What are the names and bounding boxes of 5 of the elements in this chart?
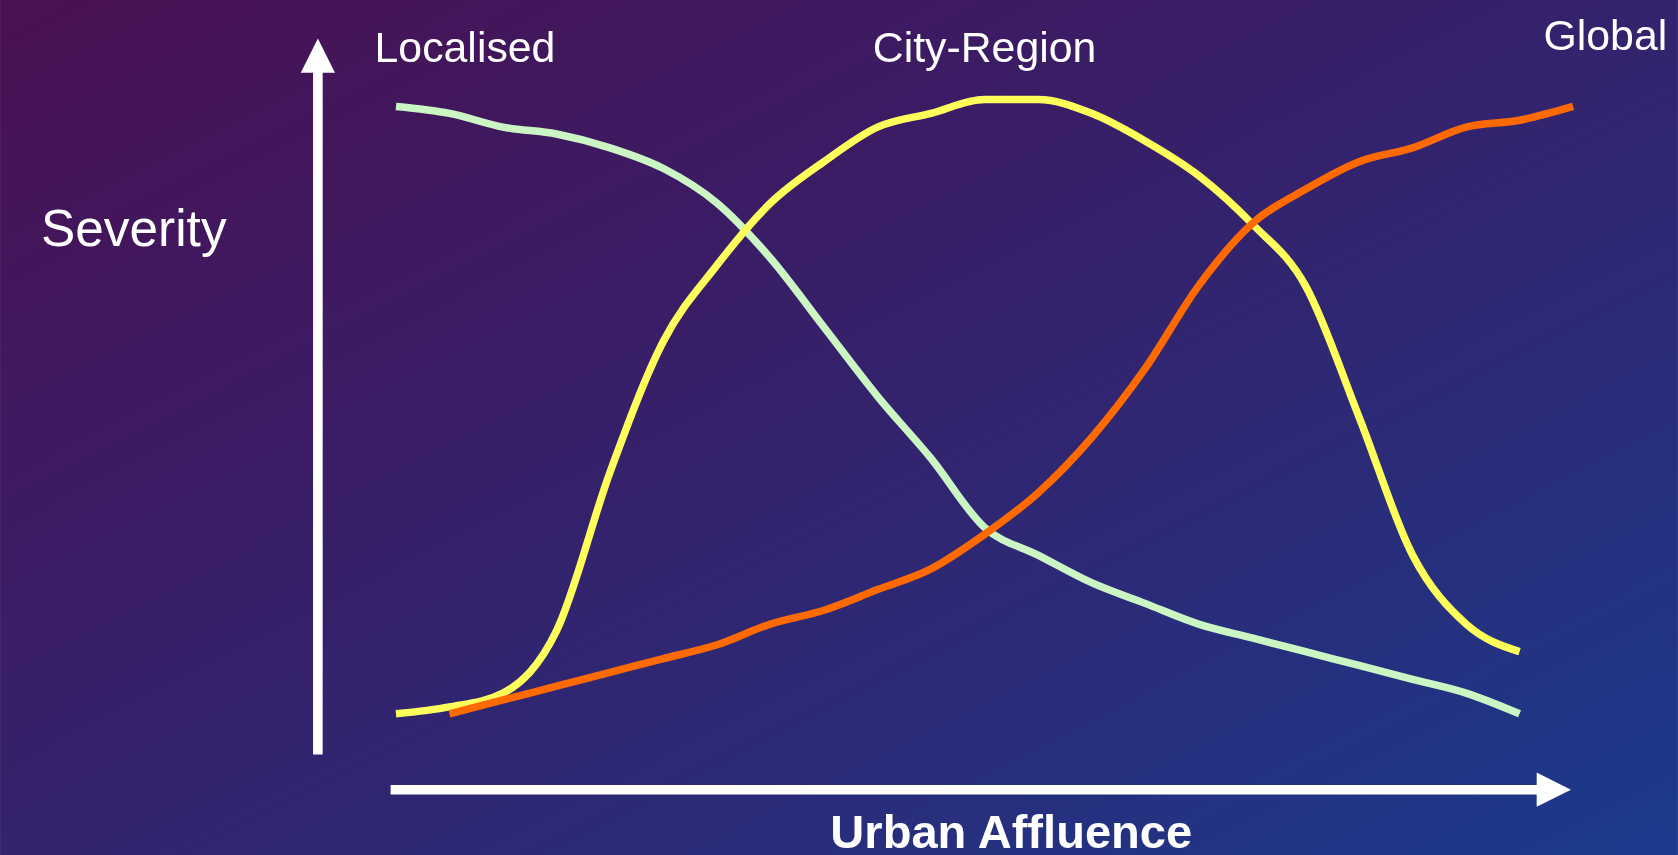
series-label: Localised — [374, 23, 556, 72]
series-label: Global — [1543, 11, 1668, 60]
x-axis-title: Urban Affluence — [830, 804, 1193, 855]
series-label: City-Region — [872, 23, 1097, 72]
y-axis-title: Severity — [41, 200, 227, 258]
